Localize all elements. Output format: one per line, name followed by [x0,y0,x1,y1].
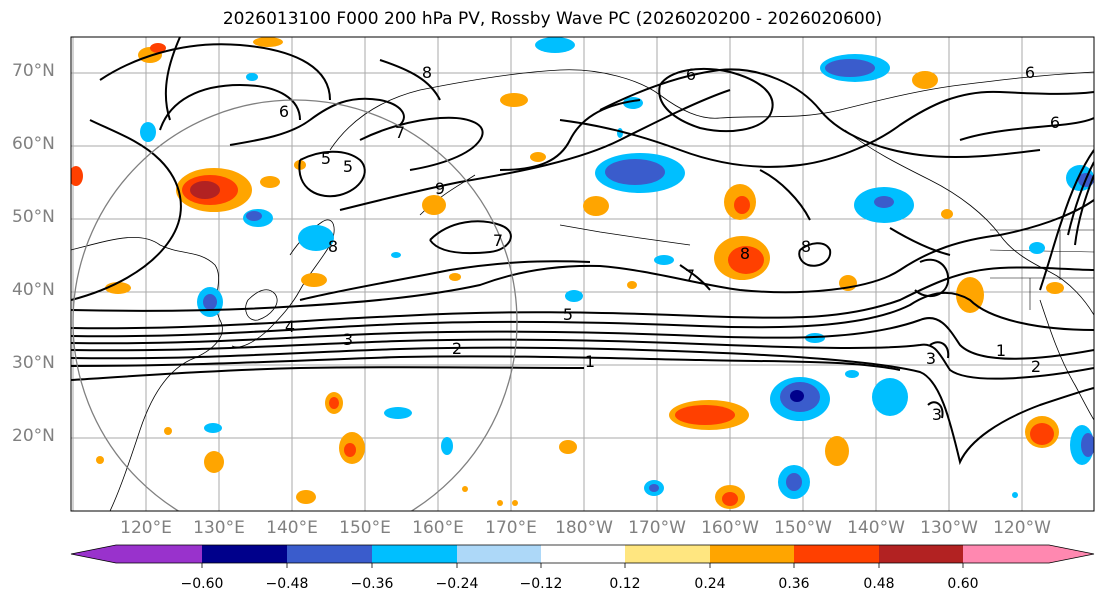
contour-label: 6 [279,102,289,121]
lon-label: 140°E [266,518,318,538]
colorbar-tick-label: −0.24 [435,576,479,592]
colorbar-tick-label: −0.60 [180,576,224,592]
map-plot-area [71,37,1094,511]
lon-label: 160°E [412,518,464,538]
contour-label: 2 [452,339,462,358]
colorbar-cell [457,545,541,563]
colorbar-tick-label: 0.24 [694,576,726,592]
lat-label: 70°N [12,61,55,81]
contour-label: 9 [435,179,445,198]
reference-circle [72,99,518,511]
lat-label: 30°N [12,353,55,373]
contour-label: 3 [932,405,942,424]
lon-label: 130°E [193,518,245,538]
lat-label: 20°N [12,426,55,446]
colorbar-cell [202,545,287,563]
contour-label: 7 [493,231,503,250]
contour-label: 5 [563,305,573,324]
contour-label: 5 [343,157,353,176]
contour-label: 8 [328,237,338,256]
colorbar-cell [1049,545,1094,563]
colorbar-tick-label: 0.48 [863,576,895,592]
contour-label: 1 [585,352,595,371]
lon-label: 120°W [993,518,1051,538]
colorbar-cell [625,545,710,563]
lat-label: 60°N [12,134,55,154]
contour-label: 2 [1031,357,1041,376]
colorbar-tick-label: −0.36 [350,576,394,592]
lon-label: 150°E [339,518,391,538]
lon-label: 150°W [774,518,832,538]
colorbar-cell [287,545,372,563]
plot-title: 2026013100 F000 200 hPa PV, Rossby Wave … [222,9,883,29]
lon-label: 170°W [628,518,686,538]
contour-label: 8 [422,63,432,82]
lat-label: 40°N [12,280,55,300]
contour-label: 3 [343,330,353,349]
lon-label: 160°W [701,518,759,538]
colorbar-cell [71,545,116,563]
colorbar [70,544,1095,568]
colorbar-cell [541,545,625,563]
lon-label: 170°E [485,518,537,538]
graticule [71,37,1094,511]
contour-label: 3 [926,349,936,368]
colorbar-tick-label: −0.48 [265,576,309,592]
pv-anomaly-shading [71,37,1094,509]
colorbar-cell [710,545,794,563]
colorbar-tick-label: 0.12 [609,576,641,592]
colorbar-tick-label: −0.12 [519,576,563,592]
contour-label: 6 [1050,113,1060,132]
lon-label: 120°E [120,518,172,538]
contour-label: 8 [740,244,750,263]
lat-label: 50°N [12,207,55,227]
contour-label: 7 [395,123,405,142]
contour-label: 7 [685,266,695,285]
colorbar-tick-label: 0.60 [947,576,979,592]
map-frame [70,36,1095,512]
colorbar-cell [116,545,202,563]
coastlines [71,69,1094,511]
contour-labels: 6 6 6 6 5 5 7 7 7 8 8 8 8 9 1 1 2 2 3 3 … [279,63,1060,424]
colorbar-cell [963,545,1049,563]
colorbar-cell [879,545,963,563]
contour-label: 4 [285,317,295,336]
colorbar-outline [70,544,1095,564]
lon-label: 130°W [920,518,978,538]
pv-contours [71,37,1094,466]
colorbar-tick-label: 0.36 [778,576,810,592]
contour-label: 5 [321,149,331,168]
contour-label: 1 [996,341,1006,360]
contour-label: 8 [801,237,811,256]
lon-label: 180°W [555,518,613,538]
contour-label: 6 [686,65,696,84]
colorbar-cell [794,545,879,563]
contour-label: 6 [1025,63,1035,82]
colorbar-cell [372,545,457,563]
lon-label: 140°W [847,518,905,538]
